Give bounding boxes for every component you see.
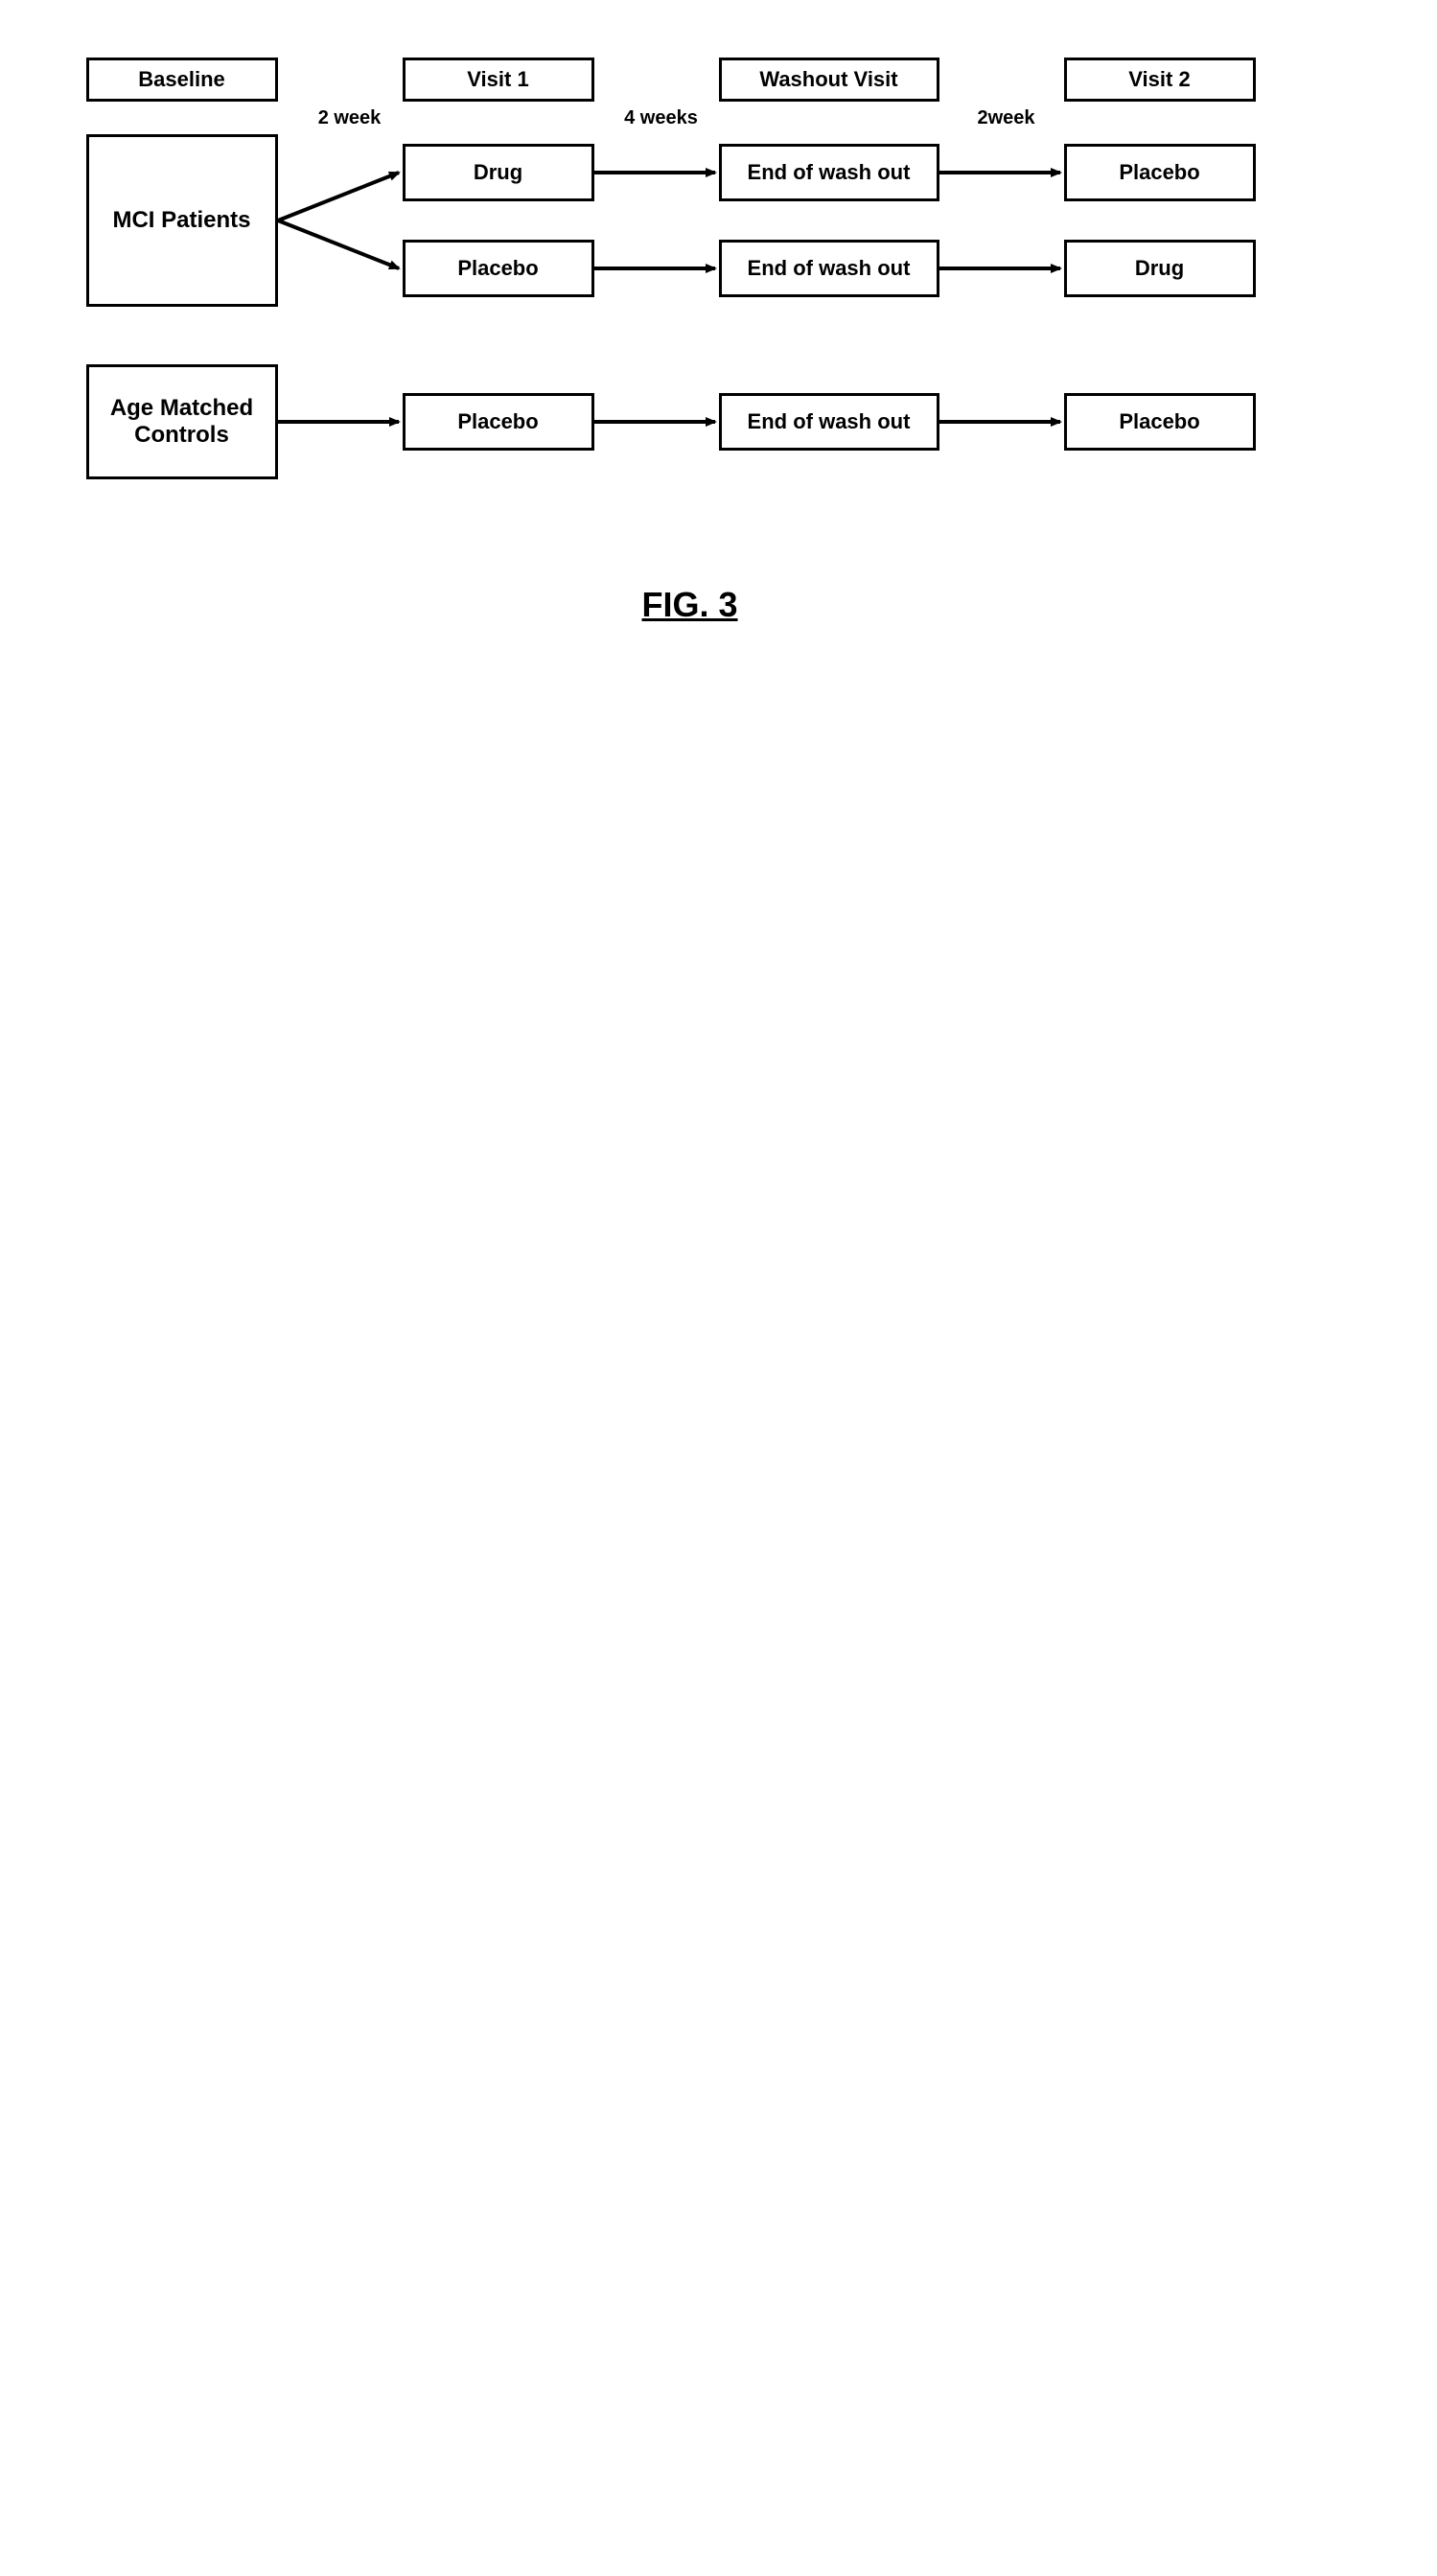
r2-washout: End of wash out: [719, 240, 939, 297]
header-washout: Washout Visit: [719, 58, 939, 102]
r1-visit2: Placebo: [1064, 144, 1256, 201]
figure-label: FIG. 3: [642, 585, 738, 625]
r3-visit1: Placebo: [403, 393, 594, 451]
r3-washout: End of wash out: [719, 393, 939, 451]
r3-visit2: Placebo: [1064, 393, 1256, 451]
r1-washout: End of wash out: [719, 144, 939, 201]
group-controls: Age Matched Controls: [86, 364, 278, 479]
study-design-diagram: Baseline Visit 1 Washout Visit Visit 2 2…: [48, 38, 1390, 901]
header-visit2: Visit 2: [1064, 58, 1256, 102]
period-2-label: 4 weeks: [618, 107, 705, 129]
r1-visit1: Drug: [403, 144, 594, 201]
period-1-label: 2 week: [307, 107, 393, 129]
header-visit1: Visit 1: [403, 58, 594, 102]
r2-visit2: Drug: [1064, 240, 1256, 297]
group-mci: MCI Patients: [86, 134, 278, 307]
period-3-label: 2week: [963, 107, 1050, 129]
header-baseline: Baseline: [86, 58, 278, 102]
r2-visit1: Placebo: [403, 240, 594, 297]
